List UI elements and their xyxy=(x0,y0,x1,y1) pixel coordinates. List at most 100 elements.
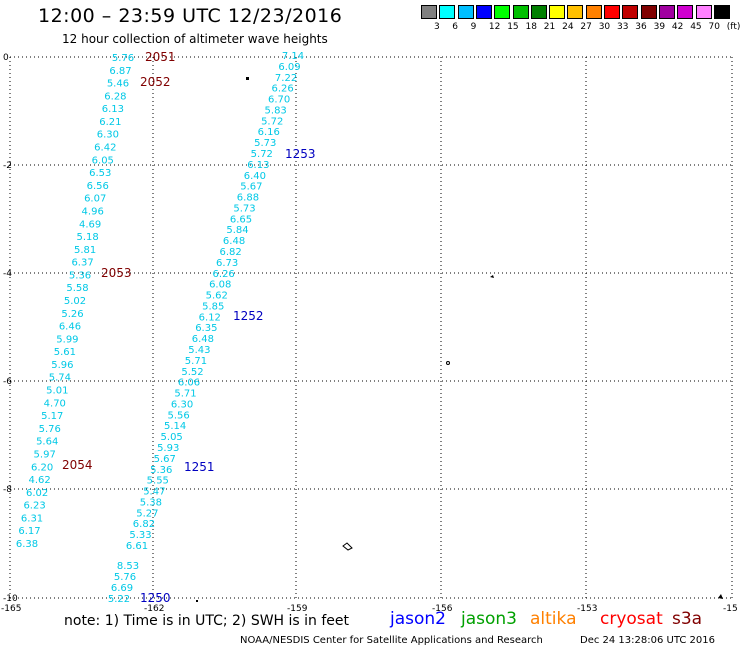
wave-height-value: 5.97 xyxy=(34,449,56,460)
island-marker xyxy=(446,361,450,365)
wave-height-value: 6.53 xyxy=(89,168,111,179)
color-scale-swatch xyxy=(658,5,675,19)
wave-height-value: 5.18 xyxy=(76,232,98,243)
wave-height-value: 6.12 xyxy=(199,312,221,323)
wave-height-value: 5.74 xyxy=(49,373,71,384)
y-tick-label: -10 xyxy=(3,594,18,604)
wave-height-value: 4.69 xyxy=(79,219,101,230)
pass-time-label: 2054 xyxy=(62,458,93,472)
color-scale-label: 33 xyxy=(617,22,629,32)
wave-height-value: 5.64 xyxy=(36,437,58,448)
wave-height-value: 5.58 xyxy=(66,283,88,294)
wave-height-value: 5.47 xyxy=(143,487,165,498)
timestamp-text: Dec 24 13:28:06 UTC 2016 xyxy=(580,635,715,646)
wave-height-value: 5.36 xyxy=(69,270,91,281)
wave-height-value: 6.08 xyxy=(209,280,231,291)
wave-height-value: 5.81 xyxy=(74,245,96,256)
island-marker xyxy=(718,594,723,599)
wave-height-value: 6.09 xyxy=(278,62,300,73)
y-tick-label: -2 xyxy=(3,161,12,171)
color-scale-label: 9 xyxy=(470,22,477,32)
color-scale-label: 18 xyxy=(525,22,537,32)
wave-height-value: 5.73 xyxy=(233,203,255,214)
y-tick-label: -8 xyxy=(3,485,12,495)
color-scale-label: 30 xyxy=(598,22,611,32)
pass-time-label: 1251 xyxy=(184,460,215,474)
pass-time-label: 2052 xyxy=(140,75,171,89)
color-scale-label: 12 xyxy=(488,22,501,32)
wave-height-value: 5.17 xyxy=(41,411,63,422)
x-tick-label: -159 xyxy=(287,604,308,614)
color-scale-label: 21 xyxy=(543,22,556,32)
wave-height-value: 5.72 xyxy=(251,149,273,160)
wave-height-value: 4.70 xyxy=(44,398,66,409)
wave-height-value: 5.33 xyxy=(129,530,151,541)
x-tick-label: -15 xyxy=(723,604,738,614)
color-scale-swatch xyxy=(585,5,602,19)
wave-height-value: 5.43 xyxy=(188,345,210,356)
color-scale-swatch xyxy=(457,5,474,19)
wave-height-value: 5.67 xyxy=(154,454,176,465)
map-grid xyxy=(9,56,733,599)
color-scale-swatch xyxy=(475,5,492,19)
color-scale-label: 70 xyxy=(708,22,720,32)
y-tick-label: -4 xyxy=(3,269,12,279)
wave-height-value: 5.73 xyxy=(254,138,276,149)
y-tick-label: -6 xyxy=(3,377,12,387)
wave-height-value: 5.71 xyxy=(185,356,207,367)
color-scale-swatch xyxy=(640,5,657,19)
island-outlines xyxy=(196,77,723,602)
wave-height-value: 6.02 xyxy=(26,488,48,499)
wave-height-value: 5.36 xyxy=(150,465,172,476)
color-scale-label: 36 xyxy=(635,22,647,32)
page-subtitle: 12 hour collection of altimeter wave hei… xyxy=(62,32,328,46)
wave-height-value: 5.56 xyxy=(167,410,189,421)
wave-height-value: 5.46 xyxy=(107,79,129,90)
pass-time-label: 1253 xyxy=(285,147,316,161)
wave-height-value: 6.35 xyxy=(195,323,217,334)
wave-height-value: 5.52 xyxy=(181,367,203,378)
pass-time-label: 1252 xyxy=(233,309,264,323)
page-title: 12:00 – 23:59 UTC 12/23/2016 xyxy=(38,5,343,27)
wave-height-value: 5.22 xyxy=(108,594,130,605)
wave-height-value: 5.14 xyxy=(164,421,186,432)
wave-height-value: 6.26 xyxy=(213,269,235,280)
wave-height-value: 5.71 xyxy=(174,389,196,400)
color-scale-label: 15 xyxy=(507,22,519,32)
color-scale-swatch xyxy=(713,5,730,19)
wave-height-value: 5.96 xyxy=(51,360,73,371)
color-scale-label: 6 xyxy=(452,22,459,32)
wave-height-value: 8.53 xyxy=(117,561,139,572)
wave-height-value: 5.55 xyxy=(147,476,169,487)
color-scale-label: 27 xyxy=(580,22,592,32)
color-scale-swatch xyxy=(421,5,437,19)
wave-height-value: 6.82 xyxy=(219,247,241,258)
wave-height-value: 5.26 xyxy=(61,309,83,320)
wave-height-value: 5.84 xyxy=(226,225,248,236)
wave-height-value: 6.87 xyxy=(109,66,131,77)
wave-height-value: 5.76 xyxy=(112,53,134,64)
mission-altika: altika xyxy=(530,609,577,629)
wave-height-value: 6.65 xyxy=(230,214,252,225)
pass-time-label: 2051 xyxy=(145,50,176,64)
wave-height-value: 6.61 xyxy=(126,541,148,552)
wave-height-value: 6.37 xyxy=(71,258,93,269)
x-tick-label: -153 xyxy=(577,604,597,614)
wave-height-value: 6.56 xyxy=(87,181,109,192)
wave-height-value: 6.31 xyxy=(21,513,43,524)
wave-height-value: 6.23 xyxy=(23,501,45,512)
island-marker xyxy=(246,77,249,80)
wave-height-value: 6.13 xyxy=(247,160,269,171)
island-marker xyxy=(196,600,198,602)
pass-time-labels: 2051 2052 2053 2054 1253 1252 1251 1250 xyxy=(62,50,316,605)
color-scale-label: 42 xyxy=(671,22,684,32)
color-scale-label: 39 xyxy=(653,22,666,32)
x-tick-label: -162 xyxy=(144,604,164,614)
pass-time-label: 1250 xyxy=(140,591,171,605)
color-scale-swatch xyxy=(494,5,511,19)
y-tick-label: 0 xyxy=(3,53,9,63)
wave-height-value: 6.82 xyxy=(133,519,155,530)
wave-height-value: 6.30 xyxy=(171,399,193,410)
wave-height-value: 6.42 xyxy=(94,143,116,154)
